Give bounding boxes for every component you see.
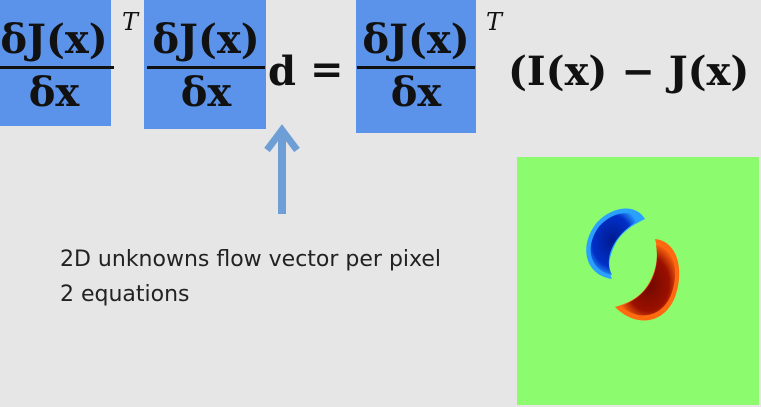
rhs-term: (I(x) − J(x) <box>508 48 750 95</box>
fraction-2-bar <box>147 66 265 69</box>
fraction-2-denominator: δx <box>180 69 232 116</box>
caption: 2D unknowns flow vector per pixel 2 equa… <box>60 242 441 312</box>
up-arrow-icon <box>264 124 300 214</box>
flow-red-core <box>621 245 676 316</box>
caption-line-1: 2D unknowns flow vector per pixel <box>60 247 442 272</box>
fraction-1: δJ(x) δx <box>0 20 114 113</box>
flow-field-image <box>517 157 759 405</box>
fraction-1-bar <box>0 66 114 69</box>
flow-background <box>517 157 759 405</box>
fraction-3-numerator: δJ(x) <box>362 16 470 63</box>
highlight-box-1 <box>0 0 111 126</box>
fraction-1-denominator: δx <box>28 69 80 116</box>
transpose-1: T <box>122 8 139 36</box>
highlight-box-2 <box>144 0 266 129</box>
fraction-3-denominator: δx <box>390 69 442 116</box>
fraction-3-bar <box>357 66 475 69</box>
fraction-2: δJ(x) δx <box>147 20 265 113</box>
fraction-1-numerator: δJ(x) <box>0 16 108 63</box>
caption-line-2: 2 equations <box>60 282 190 307</box>
transpose-3: T <box>486 8 503 36</box>
flow-blue-core <box>590 213 639 275</box>
fraction-3: δJ(x) δx <box>357 20 475 113</box>
fraction-2-numerator: δJ(x) <box>152 16 260 63</box>
unknown-d: d <box>268 48 296 95</box>
equals-sign: = <box>310 46 344 93</box>
